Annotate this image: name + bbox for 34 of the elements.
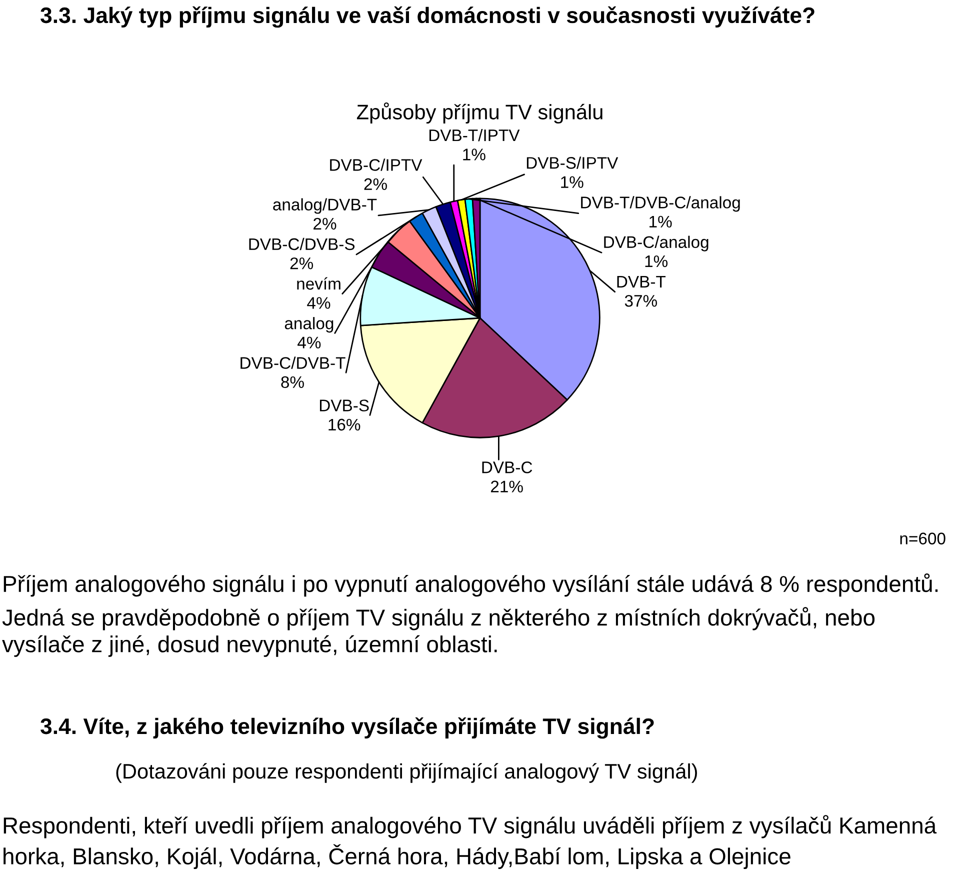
data-label: 4% [307, 297, 330, 309]
slice-label: nevím [297, 277, 340, 290]
data-label: 2% [314, 218, 336, 230]
text: 3.4. Víte, z jakého televizního vysílače přijímáte TV signál? [40, 717, 654, 739]
slice-label: DVB-C [482, 462, 532, 474]
slice-label: DVB-T/DVB-C/analog [581, 196, 740, 212]
data-label: 2% [290, 257, 314, 270]
text: (Dotazováni pouze respondenti přijímající analogový TV signál) [116, 763, 697, 783]
slice-label: DVB-C/IPTV [330, 158, 422, 171]
data-label: 1% [650, 216, 672, 228]
data-label: 4% [298, 336, 321, 348]
data-label: 8% [281, 376, 304, 388]
chart-subtitle: Způsoby příjmu TV signálu [356, 102, 602, 124]
slice-label: analog/DVB-T [273, 198, 377, 214]
data-label: 2% [364, 178, 387, 190]
slice-label: DVB-T/IPTV [429, 128, 520, 142]
chart-title: 3.3. Jaký typ příjmu signálu ve vaší domácnosti v současnosti využíváte? [40, 6, 814, 28]
data-label: 16% [328, 418, 360, 431]
slice-label: analog [284, 317, 334, 333]
data-label: 1% [645, 255, 668, 268]
data-label: 37% [624, 294, 657, 307]
text: n=600 [900, 532, 946, 544]
data-label: 1% [463, 148, 486, 160]
text: Příjem analogového signálu i po vypnutí analogového vysílání stále udává 8 % respondentů. [4, 573, 938, 597]
text: Respondenti, kteří uvedli příjem analogového TV signálu uváděli příjem z vysílačů Kamenná horka, Blansko, Kojál, Vodárna, Černá hora, Hády,Babí lom, Lipska a Olejnice [4, 814, 937, 869]
slice-label: DVB-T [617, 276, 666, 288]
data-label: 21% [490, 480, 523, 492]
slice-label: DVB-S/IPTV [526, 156, 618, 169]
slice-label: DVB-C/analog [604, 236, 708, 252]
slice-label: DVB-C/DVB-T [240, 356, 346, 369]
text: Jedná se pravděpodobně o příjem TV signálu z některého z místních dokrývačů, nebo vysílače z jiné, dosud nevypnuté, územní oblasti. [2, 607, 875, 657]
slice-label: DVB-C/DVB-S [249, 238, 355, 250]
data-label: 1% [561, 176, 584, 188]
slice-label: DVB-S [320, 400, 369, 412]
